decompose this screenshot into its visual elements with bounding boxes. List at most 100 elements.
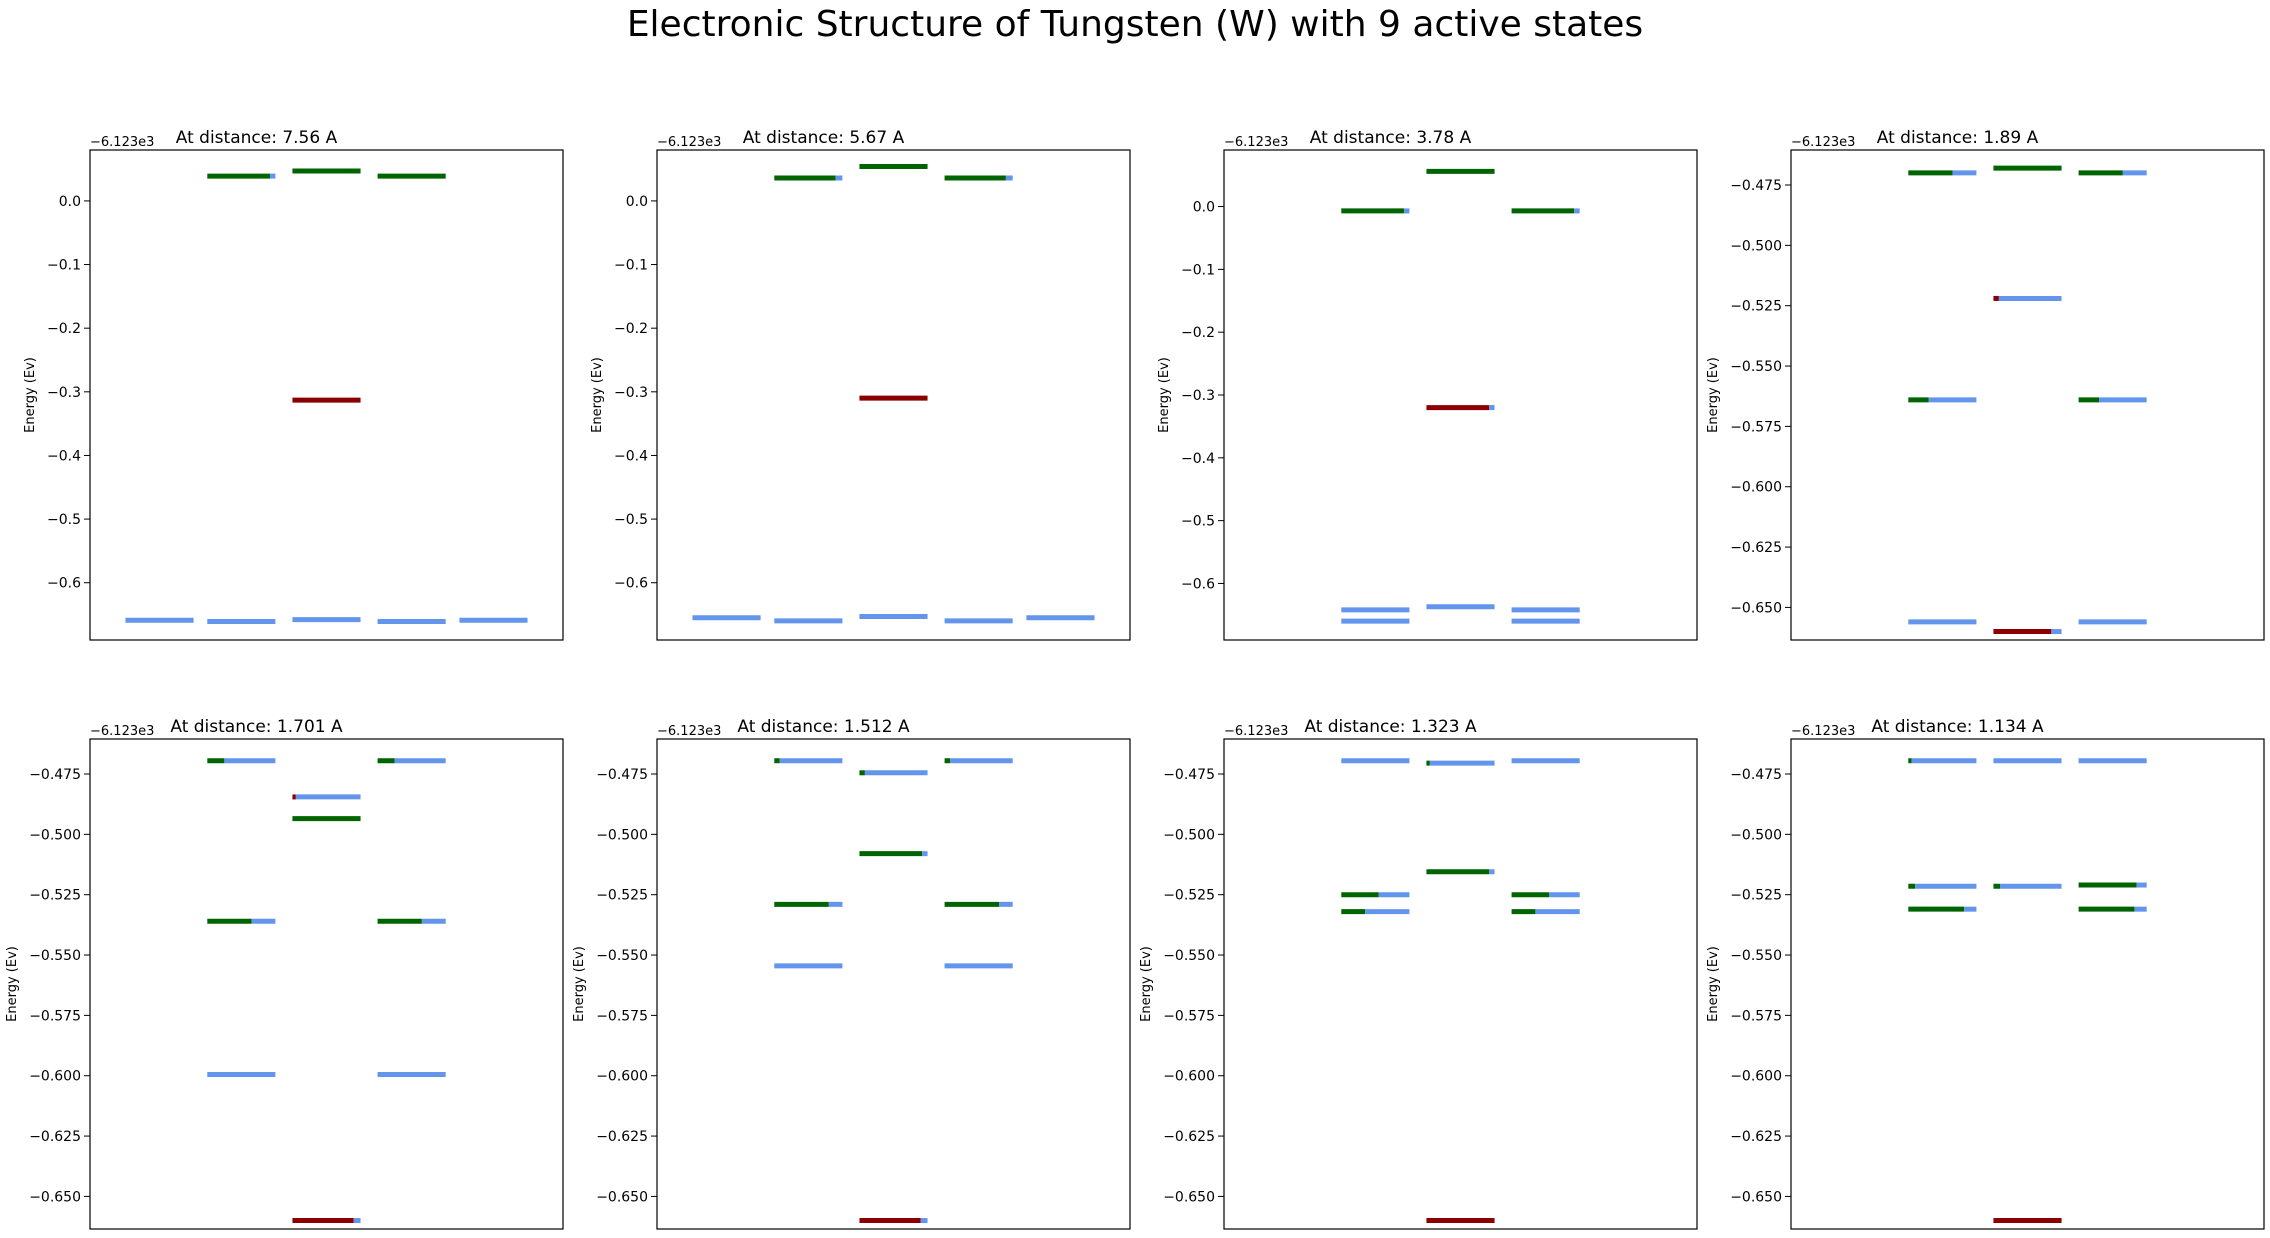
y-tick-label: −0.600 (29, 1069, 81, 1085)
y-tick-label: −0.625 (596, 1129, 648, 1145)
offset-text: −6.123e3 (1224, 724, 1288, 739)
y-tick-label: −0.650 (29, 1189, 81, 1205)
y-tick-label: −0.475 (1730, 178, 1782, 194)
y-tick-label: −0.3 (1181, 388, 1215, 404)
figure-title: Electronic Structure of Tungsten (W) wit… (626, 4, 1644, 45)
y-axis-label: Energy (Ev) (5, 946, 20, 1022)
y-tick-label: −0.625 (29, 1129, 81, 1145)
panel-3: At distance: 3.78 A −6.123e3 Energy (Ev) 0.… (1157, 128, 1698, 641)
y-axis-label: Energy (Ev) (572, 946, 587, 1022)
y-axis-label: Energy (Ev) (1157, 357, 1172, 433)
y-tick-label: −0.475 (1163, 767, 1215, 783)
y-tick-label: −0.525 (1730, 299, 1782, 315)
offset-text: −6.123e3 (90, 135, 154, 150)
y-tick-label: −0.650 (1730, 600, 1782, 616)
y-tick-label: 0.0 (59, 194, 81, 210)
y-axis-label: Energy (Ev) (1706, 946, 1721, 1022)
offset-text: −6.123e3 (1791, 724, 1855, 739)
y-tick-label: −0.550 (1730, 948, 1782, 964)
y-tick-label: −0.6 (1181, 576, 1215, 592)
y-tick-label: −0.5 (1181, 514, 1215, 530)
panel-title: At distance: 5.67 A (743, 128, 905, 148)
y-tick-label: −0.6 (47, 576, 81, 592)
axes-frame (656, 738, 1131, 1230)
y-tick-label: −0.575 (1730, 1008, 1782, 1024)
y-tick-label: −0.575 (596, 1008, 648, 1024)
panel-1: At distance: 7.56 A −6.123e3 Energy (Ev) 0.… (23, 128, 564, 641)
y-axis-label: Energy (Ev) (590, 357, 605, 433)
y-axis-label: Energy (Ev) (1706, 357, 1721, 433)
y-tick-label: −0.600 (1163, 1069, 1215, 1085)
y-tick-label: −0.550 (1730, 359, 1782, 375)
y-tick-label: −0.550 (596, 948, 648, 964)
y-tick-label: −0.500 (1163, 827, 1215, 843)
y-tick-label: −0.575 (1730, 419, 1782, 435)
y-tick-label: −0.575 (29, 1008, 81, 1024)
y-tick-label: −0.650 (1730, 1189, 1782, 1205)
y-tick-label: 0.0 (1193, 200, 1215, 216)
y-tick-label: −0.550 (1163, 948, 1215, 964)
y-axis-label: Energy (Ev) (23, 357, 38, 433)
y-tick-label: −0.600 (596, 1069, 648, 1085)
y-tick-label: −0.1 (47, 258, 81, 274)
y-tick-label: −0.475 (596, 767, 648, 783)
y-tick-label: −0.625 (1730, 540, 1782, 556)
axes-frame (89, 149, 564, 641)
y-tick-label: −0.525 (596, 888, 648, 904)
y-tick-label: −0.600 (1730, 480, 1782, 496)
y-tick-label: −0.525 (29, 888, 81, 904)
y-tick-label: −0.5 (614, 512, 648, 528)
axes-frame (89, 738, 564, 1230)
panel-title: At distance: 1.323 A (1304, 717, 1477, 737)
y-tick-label: −0.650 (596, 1189, 648, 1205)
y-tick-label: −0.4 (47, 448, 81, 464)
y-tick-label: −0.6 (614, 576, 648, 592)
panel-2: At distance: 5.67 A −6.123e3 Energy (Ev) 0.… (590, 128, 1131, 641)
y-tick-label: −0.575 (1163, 1008, 1215, 1024)
y-tick-label: −0.475 (1730, 767, 1782, 783)
y-tick-label: −0.1 (1181, 262, 1215, 278)
panel-title: At distance: 1.134 A (1871, 717, 2044, 737)
y-tick-label: −0.4 (1181, 451, 1215, 467)
offset-text: −6.123e3 (657, 724, 721, 739)
y-tick-label: −0.525 (1163, 888, 1215, 904)
y-tick-label: −0.3 (47, 385, 81, 401)
offset-text: −6.123e3 (1791, 135, 1855, 150)
y-tick-label: −0.625 (1163, 1129, 1215, 1145)
y-axis-label: Energy (Ev) (1139, 946, 1154, 1022)
y-tick-label: −0.500 (596, 827, 648, 843)
axes-frame (1790, 738, 2265, 1230)
panel-title: At distance: 7.56 A (176, 128, 338, 148)
y-tick-label: −0.500 (1730, 238, 1782, 254)
y-tick-label: −0.3 (614, 385, 648, 401)
y-tick-label: −0.500 (29, 827, 81, 843)
axes-frame (1223, 149, 1698, 641)
y-tick-label: −0.625 (1730, 1129, 1782, 1145)
y-tick-label: −0.525 (1730, 888, 1782, 904)
y-tick-label: −0.2 (47, 321, 81, 337)
y-tick-label: −0.4 (614, 448, 648, 464)
offset-text: −6.123e3 (90, 724, 154, 739)
offset-text: −6.123e3 (1224, 135, 1288, 150)
panel-4: At distance: 1.89 A −6.123e3 Energy (Ev) −0… (1706, 128, 2265, 641)
y-tick-label: −0.550 (29, 948, 81, 964)
y-tick-label: −0.2 (1181, 325, 1215, 341)
y-tick-label: −0.500 (1730, 827, 1782, 843)
axes-frame (1223, 738, 1698, 1230)
panel-title: At distance: 1.89 A (1877, 128, 2039, 148)
y-tick-label: −0.600 (1730, 1069, 1782, 1085)
panel-title: At distance: 3.78 A (1310, 128, 1472, 148)
y-tick-label: −0.1 (614, 258, 648, 274)
y-tick-label: −0.650 (1163, 1189, 1215, 1205)
axes-frame (656, 149, 1131, 641)
panel-title: At distance: 1.701 A (170, 717, 343, 737)
y-tick-label: −0.2 (614, 321, 648, 337)
y-tick-label: −0.475 (29, 767, 81, 783)
axes-frame (1790, 149, 2265, 641)
panel-title: At distance: 1.512 A (737, 717, 910, 737)
